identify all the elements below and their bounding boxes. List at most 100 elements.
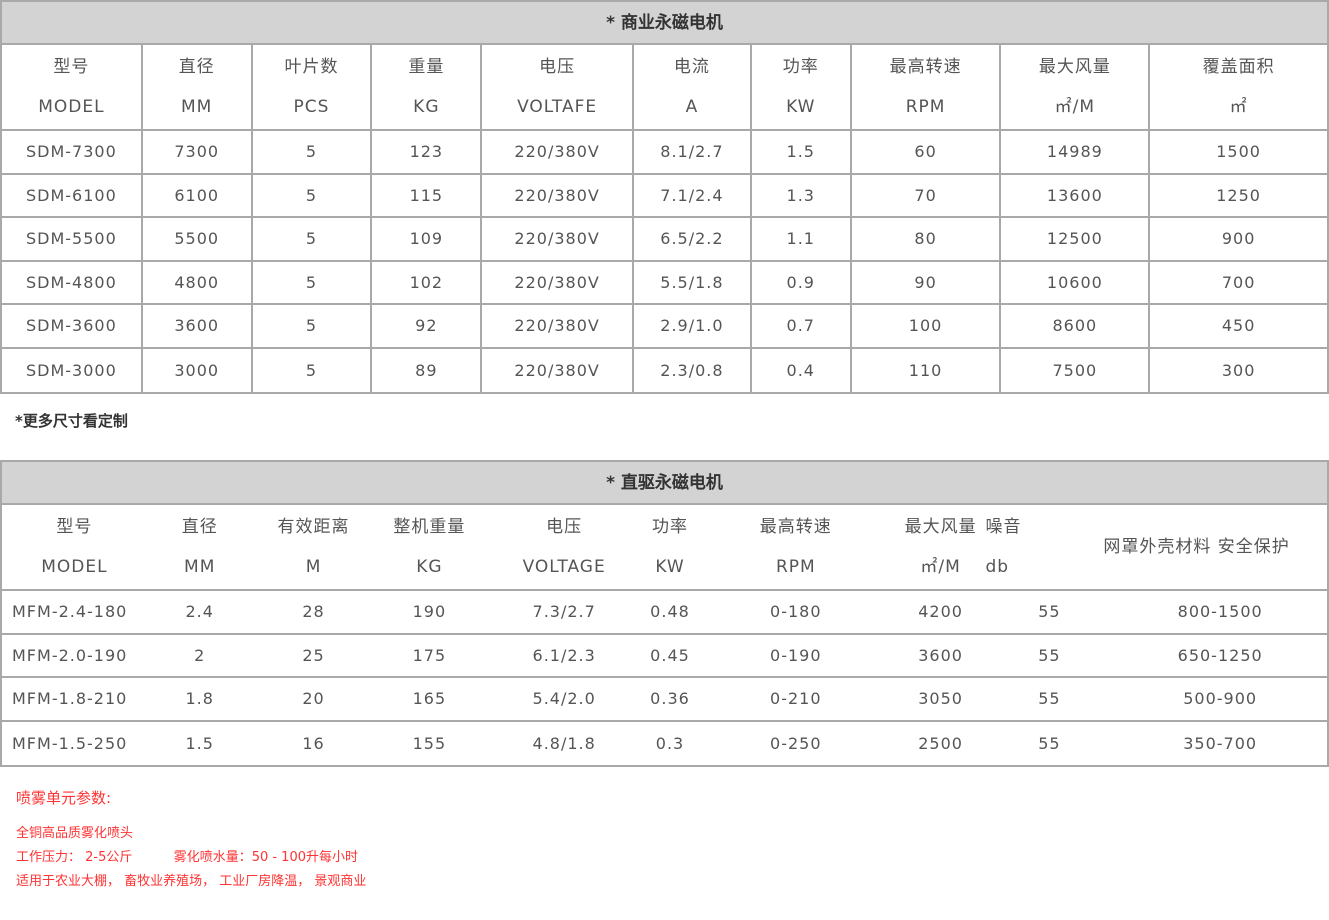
header-text: VOLTAFE: [517, 97, 598, 117]
table-cell: 55: [1038, 733, 1061, 753]
table-row: MFM-2.4-180 2.4 28 190 7.3/2.7 0.48 0-180 4200 5…: [2, 591, 1327, 635]
table-cell: 800-1500: [1177, 602, 1263, 622]
table-cell: 109: [372, 218, 483, 260]
header-text: RPM: [905, 97, 946, 117]
table-cell: 5: [253, 174, 373, 216]
spray-heading: 喷雾单元参数:: [16, 789, 112, 807]
table-cell: 5: [253, 131, 373, 173]
column-header: 功率 KW: [752, 45, 852, 129]
table-cell: 1.8: [185, 689, 214, 709]
header-text: 直径: [178, 57, 215, 77]
header-text: ㎡: [1229, 97, 1248, 117]
column-header: 有效距离 M: [253, 505, 375, 589]
table-cell: SDM-7300: [2, 131, 143, 173]
table-cell: 700: [1221, 272, 1256, 292]
header-text: 直径: [181, 517, 218, 537]
header-text: MM: [181, 97, 213, 117]
table-cell: 7300: [143, 131, 253, 173]
header-text: 覆盖面积: [1202, 57, 1275, 77]
table-cell: 220/380V: [482, 174, 635, 216]
header-text: ㎡/M: [920, 557, 961, 577]
table-cell: 92: [372, 305, 483, 347]
table-cell: 3050: [918, 689, 963, 709]
table-cell: SDM-3000: [2, 348, 143, 392]
table-cell: 0.4: [752, 348, 852, 392]
header-text: ㎡/M: [1054, 97, 1096, 117]
table-cell: 28: [302, 602, 325, 622]
table-cell: MFM-1.5-250: [12, 733, 128, 753]
column-header: 最大风量 ㎡/M: [1001, 45, 1151, 129]
header-text: 有效距离: [277, 517, 350, 537]
table-cell: 5: [253, 218, 373, 260]
table-cell: 5.5/1.8: [634, 261, 752, 303]
table-cell: 55: [1038, 602, 1061, 622]
header-text: 整机重量: [393, 517, 466, 537]
table-row: SDM-7300 7300 5 123 220/380V 8.1/2.7 1.5 60 1498…: [2, 131, 1327, 175]
column-header: 功率 KW: [644, 505, 696, 589]
header-text: 电压: [546, 517, 583, 537]
custom-size-note: *更多尺寸看定制: [15, 412, 128, 430]
header-text: PCS: [293, 97, 330, 117]
header-text: 重量: [408, 57, 445, 77]
table-cell: 5500: [143, 218, 253, 260]
table-row: MFM-2.0-190 2 25 175 6.1/2.3 0.45 0-190 3600 55 6…: [2, 635, 1327, 678]
table-cell: 123: [372, 131, 483, 173]
header-text: KG: [413, 97, 440, 117]
table-cell: 1500: [1216, 142, 1261, 162]
table-cell: 2.3/0.8: [634, 348, 752, 392]
table-cell: 650-1250: [1177, 645, 1263, 665]
column-header: 最高转速 RPM: [852, 45, 1002, 129]
table-cell: 450: [1221, 316, 1256, 336]
table-cell: 25: [302, 645, 325, 665]
table-cell: 220/380V: [482, 305, 635, 347]
column-header: 直径 MM: [147, 505, 253, 589]
column-header: 最大风量 ㎡/M: [896, 505, 986, 589]
table-cell: 7.1/2.4: [634, 174, 752, 216]
header-text: 型号: [53, 57, 90, 77]
table-cell: 10600: [1001, 261, 1151, 303]
table-cell: 0-250: [770, 733, 822, 753]
table-cell: 175: [412, 645, 447, 665]
table-row: SDM-4800 4800 5 102 220/380V 5.5/1.8 0.9 90 1060…: [2, 261, 1327, 305]
table-cell: 0.45: [650, 645, 690, 665]
header-text: 噪音: [985, 517, 1022, 537]
table-cell: 220/380V: [482, 218, 635, 260]
table-cell: 55: [1038, 645, 1061, 665]
commercial-motor-table: * 商业永磁电机 型号 MODEL 直径 MM 叶片数 PCS 重量 KG 电压 VOLTAFE 电…: [0, 0, 1329, 394]
table-cell: 110: [852, 348, 1002, 392]
table-cell: 0.7: [752, 305, 852, 347]
direct-drive-motor-table: * 直驱永磁电机 型号 MODEL 直径 MM 有效距离 M 整机重量 KG 电压 VOLTAGE…: [0, 460, 1329, 767]
table-cell: 3600: [918, 645, 963, 665]
table-cell: 2: [194, 645, 206, 665]
table-cell: 6.5/2.2: [634, 218, 752, 260]
column-header: 整机重量 KG: [374, 505, 484, 589]
header-text: 功率: [782, 57, 819, 77]
table-cell: 6.1/2.3: [532, 645, 596, 665]
header-text: MM: [184, 557, 216, 577]
table-cell: 0.3: [655, 733, 685, 753]
column-header: 型号 MODEL: [2, 45, 143, 129]
table-cell: 90: [852, 261, 1002, 303]
table-cell: 1250: [1216, 185, 1261, 205]
table-cell: 4.8/1.8: [532, 733, 596, 753]
table-cell: MFM-2.0-190: [12, 645, 128, 665]
table-cell: 5: [253, 261, 373, 303]
table-title: * 商业永磁电机: [2, 2, 1327, 45]
table-cell: 1.1: [752, 218, 852, 260]
header-text: MODEL: [38, 97, 105, 117]
spray-line: 全铜高品质雾化喷头: [16, 826, 134, 841]
table-cell: MFM-1.8-210: [12, 689, 128, 709]
table-cell: 5.4/2.0: [532, 689, 596, 709]
column-header: 网罩外壳材料 安全保护: [1103, 505, 1327, 589]
header-text: 叶片数: [284, 57, 339, 77]
table-cell: 89: [372, 348, 483, 392]
header-text: KW: [786, 97, 816, 117]
header-text: M: [305, 557, 322, 577]
table-cell: 0-190: [770, 645, 822, 665]
table-cell: 102: [372, 261, 483, 303]
spray-line: 适用于农业大棚， 畜牧业养殖场， 工业厂房降温， 景观商业: [16, 874, 367, 889]
column-header: 电压 VOLTAGE: [484, 505, 644, 589]
table-cell: 14989: [1001, 131, 1151, 173]
table-cell: 1.5: [752, 131, 852, 173]
